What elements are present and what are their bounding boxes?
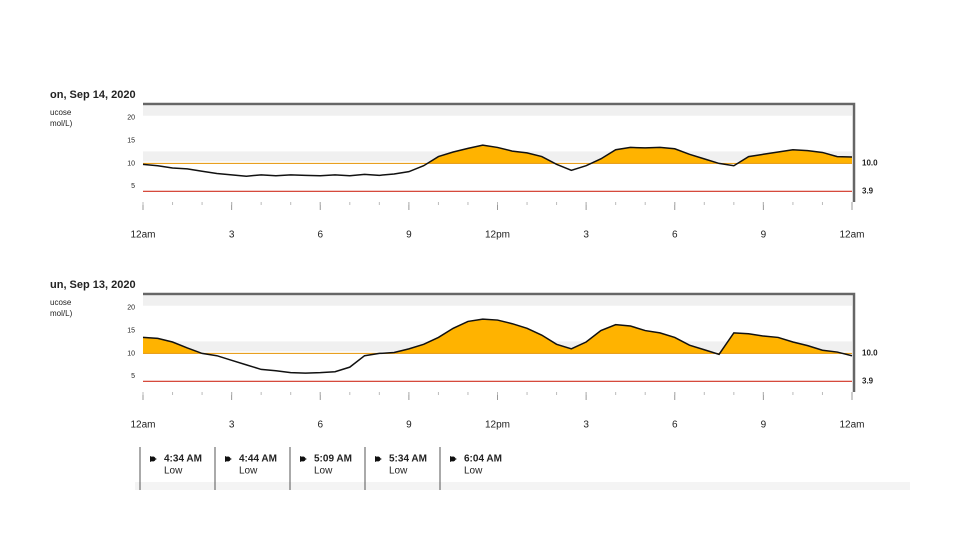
high-area <box>143 319 843 354</box>
event-time: 4:44 AM <box>239 454 277 465</box>
y-tick-label: 10 <box>127 350 135 357</box>
x-tick-label: 6 <box>317 420 323 431</box>
y-tick-label: 15 <box>127 137 135 144</box>
plot-frame <box>143 102 856 202</box>
event-strip-bg <box>135 482 910 490</box>
event-icon-arrow <box>150 456 157 462</box>
chart-title: un, Sep 13, 2020 <box>50 279 136 291</box>
threshold-label: 3.9 <box>862 186 874 195</box>
event-icon-arrow <box>300 456 307 462</box>
threshold-label: 10.0 <box>862 159 878 168</box>
x-tick-label: 9 <box>406 230 412 241</box>
event-label: Low <box>164 466 183 477</box>
threshold-label: 3.9 <box>862 376 874 385</box>
y-tick-label: 15 <box>127 327 135 334</box>
x-tick-label: 9 <box>761 420 767 431</box>
x-tick-label: 12am <box>130 420 155 431</box>
threshold-label: 10.0 <box>862 349 878 358</box>
event-icon-arrow <box>450 456 457 462</box>
glucose-line <box>142 318 853 374</box>
x-tick-label: 12am <box>130 230 155 241</box>
y-tick-label: 10 <box>127 160 135 167</box>
x-tick-label: 12am <box>839 230 864 241</box>
y-tick-label: 5 <box>131 373 135 380</box>
x-tick-label: 9 <box>406 420 412 431</box>
event-label: Low <box>389 466 408 477</box>
y-axis-label: mol/L) <box>50 309 73 318</box>
chart-title: on, Sep 14, 2020 <box>50 89 136 101</box>
x-tick-label: 3 <box>583 230 589 241</box>
grid-band <box>143 105 852 116</box>
y-tick-label: 20 <box>127 115 135 122</box>
x-tick-label: 3 <box>583 420 589 431</box>
y-axis-label: ucose <box>50 108 72 117</box>
event-time: 5:34 AM <box>389 454 427 465</box>
x-tick-label: 12pm <box>485 230 510 241</box>
x-tick-label: 9 <box>761 230 767 241</box>
event-time: 6:04 AM <box>464 454 502 465</box>
event-time: 4:34 AM <box>164 454 202 465</box>
x-tick-label: 6 <box>672 230 678 241</box>
y-axis-label: mol/L) <box>50 119 73 128</box>
event-icon-arrow <box>225 456 232 462</box>
y-tick-label: 20 <box>127 305 135 312</box>
plot-frame <box>143 292 856 392</box>
y-tick-label: 5 <box>131 183 135 190</box>
grid-band <box>143 295 852 306</box>
x-tick-label: 6 <box>317 230 323 241</box>
event-time: 5:09 AM <box>314 454 352 465</box>
event-label: Low <box>464 466 483 477</box>
event-icon-arrow <box>375 456 382 462</box>
glucose-line <box>142 144 853 177</box>
x-tick-label: 6 <box>672 420 678 431</box>
x-tick-label: 12pm <box>485 420 510 431</box>
y-axis-label: ucose <box>50 298 72 307</box>
event-label: Low <box>314 466 333 477</box>
x-tick-label: 3 <box>229 420 235 431</box>
x-tick-label: 12am <box>839 420 864 431</box>
x-tick-label: 3 <box>229 230 235 241</box>
event-label: Low <box>239 466 258 477</box>
